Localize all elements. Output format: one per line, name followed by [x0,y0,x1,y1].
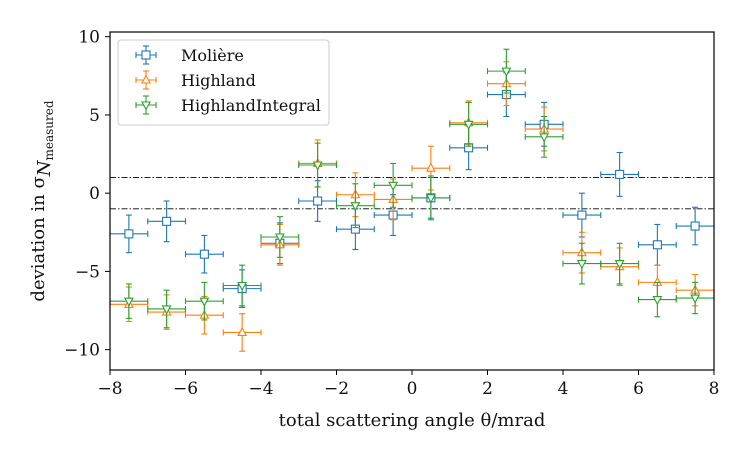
data-marker [652,240,662,250]
data-point [260,216,300,258]
data-marker [501,67,512,77]
legend-label: HighlandIntegral [181,96,321,115]
data-marker [161,305,172,315]
data-point [637,281,677,318]
series-highlandintegral [109,48,715,329]
legend-marker [141,101,151,111]
data-point [184,281,224,321]
data-point [562,242,602,285]
data-marker [199,249,209,259]
data-point [147,200,187,243]
data-point [222,313,262,352]
y-tick-label: −10 [64,341,100,361]
data-point [411,175,451,221]
data-point [298,142,338,188]
legend-marker [141,50,151,60]
data-point [675,281,715,315]
legend-label: Molière [181,46,244,65]
data-marker [690,294,701,304]
x-tick-label: 6 [633,379,644,399]
data-marker [274,233,285,243]
y-axis-label-subsubscript: measured [42,100,56,160]
x-tick-label: 8 [709,379,720,399]
data-marker [425,162,436,172]
data-marker [539,133,550,143]
legend-item: Molière [135,45,244,65]
data-marker [577,210,587,220]
data-marker [425,194,436,204]
data-layer [109,48,715,352]
reference-lines [110,177,714,210]
legend-box [117,39,330,126]
y-axis: −10 −5 0 5 10 [64,28,110,361]
data-point [637,223,677,266]
y-axis-label-prefix: deviation in σ [28,176,49,301]
x-tick-label: −4 [248,379,273,399]
x-tick-label: −2 [324,379,349,399]
data-marker [124,229,134,239]
data-marker [388,181,399,192]
legend-label: Highland [181,71,256,90]
legend-item: HighlandIntegral [135,95,321,115]
data-point [222,264,262,307]
data-point [411,145,451,191]
data-point [184,234,224,274]
data-point [524,115,564,158]
x-tick-label: −8 [97,379,122,399]
x-tick-label: 4 [558,379,569,399]
data-point [147,289,187,329]
data-point [335,183,375,229]
data-marker [313,196,323,206]
data-point [109,283,149,319]
data-marker [615,169,625,179]
y-axis-label-subscript: N [34,159,55,177]
legend-marker [141,74,151,84]
y-tick-label: −5 [75,262,100,282]
x-tick-label: 2 [482,379,493,399]
legend-item: Highland [135,70,256,90]
x-axis: −8 −6 −4 −2 0 2 4 6 8 [97,370,719,399]
data-point [486,48,526,94]
x-axis-label: total scattering angle θ/mrad [279,410,546,431]
data-marker [162,216,172,226]
legend: Molière Highland HighlandIntegral [117,39,330,126]
data-marker [652,296,663,306]
y-tick-label: 5 [89,106,100,126]
data-point [109,214,149,254]
data-marker [350,202,361,212]
data-marker [237,326,248,336]
data-marker [199,297,210,307]
data-marker [690,221,700,231]
data-point [600,242,640,285]
data-marker [237,281,248,292]
y-tick-label: 0 [89,184,100,204]
y-tick-label: 10 [78,28,100,48]
data-point [373,162,413,208]
data-point [600,151,640,197]
data-point [562,192,602,238]
y-axis-label: deviation in σNmeasured [28,100,56,301]
data-marker [123,297,134,307]
x-tick-label: −6 [173,379,198,399]
data-marker [312,161,323,171]
data-marker [576,260,587,270]
data-point [449,101,489,147]
data-marker [614,260,625,270]
x-tick-label: 0 [407,379,418,399]
data-marker [463,120,474,130]
